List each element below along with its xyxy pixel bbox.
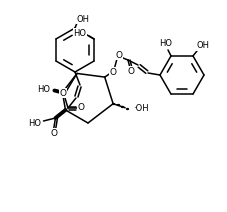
Text: O: O — [51, 128, 58, 138]
Text: HO: HO — [160, 39, 173, 49]
Text: O: O — [109, 68, 116, 77]
Text: O: O — [77, 102, 84, 112]
Text: OH: OH — [197, 42, 210, 50]
Text: O: O — [128, 67, 135, 75]
Text: O: O — [59, 88, 67, 98]
Text: HO: HO — [28, 119, 41, 127]
Text: ·OH: ·OH — [133, 104, 149, 113]
Text: O: O — [116, 50, 123, 60]
Text: HO: HO — [37, 85, 50, 94]
Text: HO: HO — [74, 28, 86, 38]
Text: OH: OH — [76, 14, 89, 24]
